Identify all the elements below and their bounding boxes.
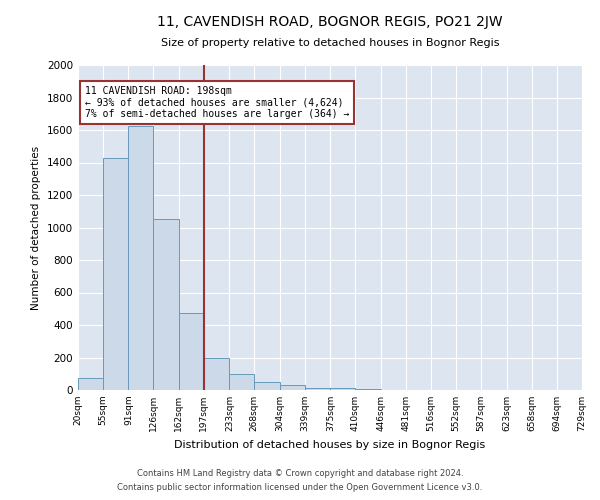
Bar — [78, 378, 103, 390]
Bar — [229, 374, 254, 390]
Bar — [331, 388, 355, 390]
Y-axis label: Number of detached properties: Number of detached properties — [31, 146, 41, 310]
Bar — [204, 358, 229, 390]
Bar — [179, 313, 204, 390]
Bar — [355, 389, 381, 390]
Bar — [254, 382, 280, 390]
Text: Contains public sector information licensed under the Open Government Licence v3: Contains public sector information licen… — [118, 484, 482, 492]
X-axis label: Distribution of detached houses by size in Bognor Regis: Distribution of detached houses by size … — [175, 440, 485, 450]
Text: 11, CAVENDISH ROAD, BOGNOR REGIS, PO21 2JW: 11, CAVENDISH ROAD, BOGNOR REGIS, PO21 2… — [157, 15, 503, 29]
Bar — [305, 388, 331, 390]
Bar — [103, 158, 128, 390]
Bar — [154, 220, 179, 390]
Text: 11 CAVENDISH ROAD: 198sqm
← 93% of detached houses are smaller (4,624)
7% of sem: 11 CAVENDISH ROAD: 198sqm ← 93% of detac… — [85, 86, 349, 120]
Bar — [280, 385, 305, 390]
Text: Contains HM Land Registry data © Crown copyright and database right 2024.: Contains HM Land Registry data © Crown c… — [137, 468, 463, 477]
Bar — [128, 126, 154, 390]
Text: Size of property relative to detached houses in Bognor Regis: Size of property relative to detached ho… — [161, 38, 499, 48]
